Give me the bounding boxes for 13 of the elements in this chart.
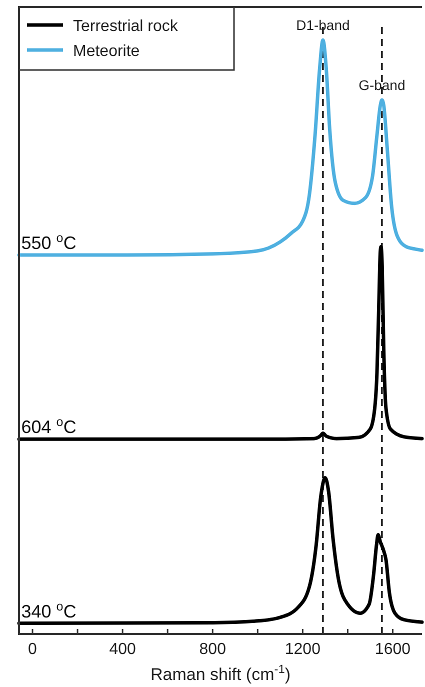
x-tick-label: 1600 xyxy=(374,641,411,658)
annotation: 604 $^{o}$C xyxy=(21,415,76,438)
legend-label: Meteorite xyxy=(73,43,140,60)
annotation: G-band xyxy=(358,76,406,93)
x-tick-label: 1200 xyxy=(284,641,321,658)
annotation: 340 $^{o}$C xyxy=(21,599,76,622)
annotation: D1-band xyxy=(296,17,350,33)
annotation: 550 $^{o}$C xyxy=(21,231,76,254)
legend-label: Terrestrial rock xyxy=(73,18,179,35)
x-tick-label: 0 xyxy=(28,641,38,658)
x-axis-title: Raman shift (cm$^{-1}$) xyxy=(150,662,290,684)
x-tick-label: 400 xyxy=(109,641,136,658)
x-tick-label: 800 xyxy=(199,641,226,658)
